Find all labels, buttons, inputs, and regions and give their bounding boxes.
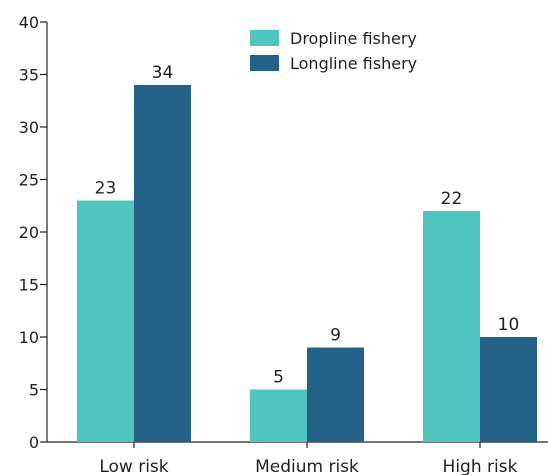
legend: Dropline fishery Longline fishery (250, 29, 417, 73)
bars (77, 85, 537, 442)
data-label: 9 (330, 326, 341, 346)
legend-swatch (250, 30, 279, 46)
x-tick-label: Low risk (99, 457, 168, 475)
y-tick-label: 15 (19, 276, 39, 295)
y-tick-label: 10 (19, 328, 39, 347)
x-tick-label: Medium risk (255, 457, 359, 475)
legend-label: Dropline fishery (290, 29, 417, 48)
legend-swatch (250, 55, 279, 71)
x-tick-label: High risk (443, 457, 518, 475)
bar (307, 347, 364, 442)
y-tick-label: 5 (29, 381, 39, 400)
y-tick-label: 0 (29, 433, 39, 452)
data-label: 22 (441, 189, 463, 209)
data-label: 23 (95, 179, 117, 199)
data-label: 5 (273, 368, 284, 388)
data-labels: 23 34 5 9 22 10 (95, 63, 520, 388)
bar (423, 211, 480, 442)
y-tick-label: 40 (19, 13, 39, 32)
bar (134, 85, 191, 442)
axes: 0 5 10 15 20 25 30 35 40 Low risk Medium risk High … (19, 13, 548, 475)
y-tick-label: 35 (19, 66, 39, 85)
bar (480, 337, 537, 442)
y-tick-label: 30 (19, 118, 39, 137)
legend-label: Longline fishery (290, 54, 417, 73)
y-tick-label: 20 (19, 223, 39, 242)
y-tick-label: 25 (19, 171, 39, 190)
bar (250, 389, 307, 442)
data-label: 10 (498, 315, 520, 335)
data-label: 34 (152, 63, 174, 83)
bar (77, 200, 134, 442)
